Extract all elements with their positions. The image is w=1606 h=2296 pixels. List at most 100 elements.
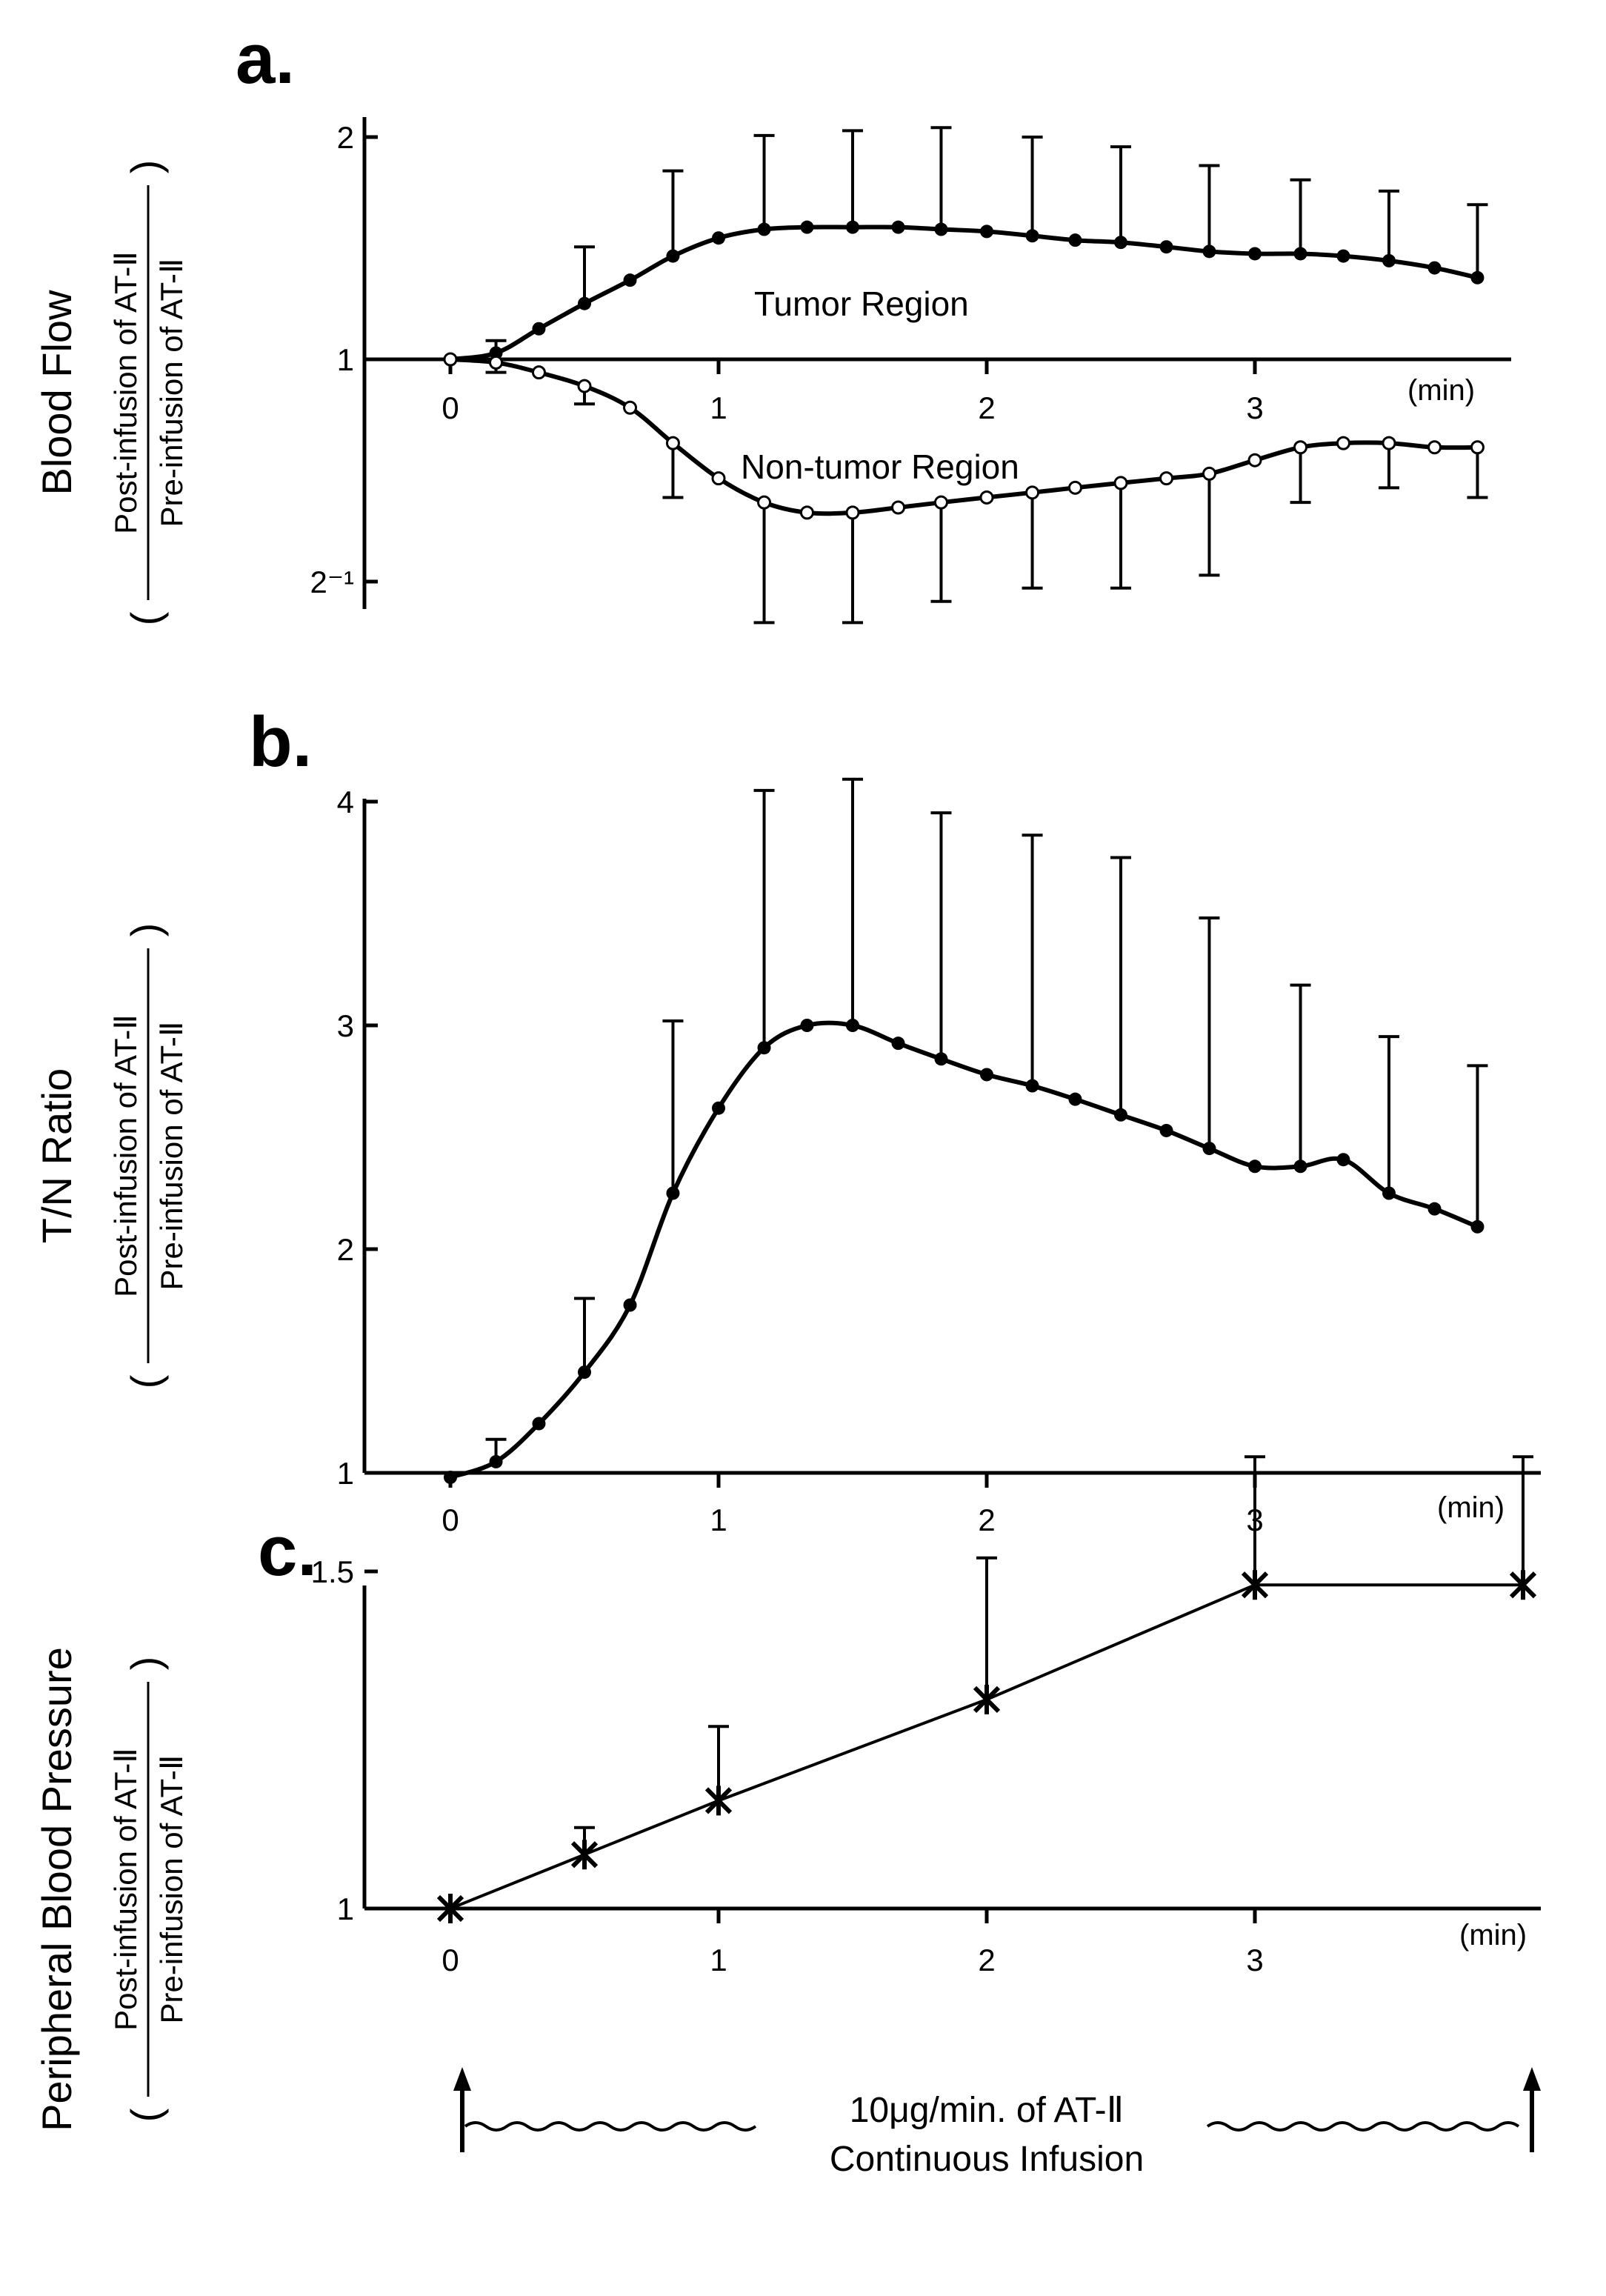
panel-a-series-tumor-region-point [489, 346, 503, 360]
panel-b-series-t-n-ratio-point [1382, 1186, 1396, 1200]
panel-a-ylabel-denominator: Pre-infusion of AT-Ⅱ [154, 258, 189, 527]
panel-b-series-t-n-ratio-point [444, 1471, 457, 1485]
panel-b-series-t-n-ratio-point [1427, 1202, 1442, 1216]
panel-b-series-t-n-ratio-point [1159, 1123, 1173, 1137]
panel-a-series-non-tumor-region-point [1382, 436, 1396, 450]
panel-c-series-peripheral-blood-pressure-line [450, 1583, 1523, 1910]
panel-b-series-t-n-ratio-point [489, 1454, 503, 1468]
panel-a-series-non-tumor-region-point [531, 365, 546, 380]
panel-b-series-t-n-ratio-line [450, 1020, 1479, 1480]
panel-a-series-non-tumor-region-point [1113, 476, 1128, 490]
infusion-bracket [453, 2067, 1541, 2152]
panel-c-ylabel-denominator: Pre-infusion of AT-Ⅱ [154, 1754, 189, 2023]
panel-letter-c: c. [258, 1511, 317, 1591]
panel-b-ylabel-denominator: Pre-infusion of AT-Ⅱ [154, 1021, 189, 1290]
panel-c-ylabel: Peripheral Blood Pressure [33, 1647, 80, 2132]
panel-a-series-tumor-region-point [891, 220, 905, 234]
panel-b-series-t-n-ratio-point [712, 1101, 725, 1115]
panel-b-ytick-label: 2 [337, 1232, 354, 1267]
panel-a-series-tumor-region-point [1248, 247, 1262, 261]
panel-a-series-tumor-region-point [578, 296, 591, 310]
panel-b-ylabel-numerator: Post-infusion of AT-Ⅱ [108, 1014, 143, 1297]
panel-a-series-tumor-region-point [980, 224, 993, 239]
panel-a-xtick-label: 1 [710, 390, 727, 425]
panel-b-xtick-label: 1 [710, 1503, 727, 1537]
panel-b-ytick-label: 3 [337, 1008, 354, 1043]
panel-a-series-tumor-region-point [1202, 244, 1216, 259]
panel-b-series-t-n-ratio-point [846, 1019, 859, 1032]
panel-c-ylabel-paren-open: ( [122, 2108, 169, 2122]
panel-a-series-tumor-region-point [1293, 247, 1307, 261]
panel-a-series-non-tumor-region-point [1159, 471, 1174, 486]
panel-a-xtick-label: 2 [978, 390, 995, 425]
panel-c-ylabel-numerator: Post-infusion of AT-Ⅱ [108, 1748, 143, 2031]
panel-a-series-non-tumor-region-point [979, 490, 994, 505]
panel-b-ylabel-paren-open: ( [122, 1374, 169, 1388]
panel-a-ytick-label: 1 [337, 342, 354, 377]
panel-b-ytick-label: 1 [337, 1456, 354, 1491]
nontumor-region-label: Non-tumor Region [741, 447, 1019, 486]
panel-b-series-t-n-ratio-point [1248, 1159, 1262, 1174]
panel-a-series-tumor-region-point [1159, 240, 1173, 254]
panel-a-series-non-tumor-region-point [1247, 453, 1262, 467]
panel-a-series-tumor-region-point [1336, 249, 1350, 263]
infusion-wavy-right [1206, 2121, 1520, 2132]
panel-a-ylabel-group: Blood Flow ( Post-infusion of AT-Ⅱ Pre-i… [33, 160, 189, 626]
infusion-arrow-start-head [453, 2067, 471, 2091]
panel-c-ylabel-group: Peripheral Blood Pressure ( Post-infusio… [33, 1647, 189, 2132]
panel-a-ylabel-paren-close: ) [122, 160, 169, 174]
panel-b-series-t-n-ratio-point [934, 1052, 948, 1066]
panel-a-series-non-tumor-region-point [757, 495, 772, 510]
panel-a-series-non-tumor-region-point [489, 355, 504, 370]
panel-a-ytick-label: 2 [337, 120, 354, 155]
panel-c-xunit: (min) [1459, 1919, 1527, 1951]
panel-a-series-non-tumor-region-point [711, 471, 726, 486]
panel-a-series-non-tumor-region-point [799, 505, 814, 520]
panel-b-series-t-n-ratio-point [800, 1019, 814, 1032]
panel-a-series-non-tumor-region-point [1293, 440, 1308, 455]
panel-b-xunit: (min) [1437, 1491, 1505, 1524]
panel-a-chart: 2⁻¹ 1 2 0 1 2 3 (min) [310, 117, 1511, 625]
panel-c-series-peripheral-blood-pressure-point [973, 1684, 1001, 1714]
panel-letter-b: b. [249, 702, 312, 782]
panel-a-xtick-label: 3 [1246, 390, 1263, 425]
panel-b-series-t-n-ratio-point [666, 1186, 680, 1200]
panel-b-ylabel: T/N Ratio [33, 1068, 80, 1244]
panel-a-series-tumor-region-point [1427, 261, 1442, 275]
panel-a-series-tumor-region-point [1025, 229, 1039, 243]
infusion-wavy-left [464, 2121, 757, 2132]
panel-b-series-t-n-ratio-point [1114, 1108, 1127, 1122]
panel-c-series-peripheral-blood-pressure-point [1241, 1570, 1269, 1600]
panel-b-series-t-n-ratio-point [980, 1068, 993, 1082]
panel-b-ytick-label: 4 [337, 785, 354, 819]
panel-a-series-tumor-region-point [712, 231, 725, 245]
panel-a-series-non-tumor-region-point [665, 436, 680, 450]
panel-b-xtick-label: 0 [442, 1503, 459, 1537]
panel-a-series-non-tumor-region-line [450, 357, 1478, 516]
panel-c-ylabel-paren-close: ) [122, 1657, 169, 1671]
panel-b-series-t-n-ratio-point [1293, 1159, 1307, 1174]
panel-a-series-non-tumor-region-point [1336, 436, 1350, 450]
tumor-region-label: Tumor Region [754, 284, 969, 323]
panel-c-series-peripheral-blood-pressure-point [570, 1840, 599, 1870]
panel-b-series-t-n-ratio-point [578, 1365, 591, 1380]
panel-a-ylabel-numerator: Post-infusion of AT-Ⅱ [108, 251, 143, 534]
panel-a-series-non-tumor-region-point [577, 379, 592, 393]
panel-a-series-non-tumor-region-point [1427, 440, 1442, 455]
panel-b-series-t-n-ratio-point [891, 1036, 905, 1051]
panel-c-ytick-label: 1.5 [311, 1554, 354, 1589]
panel-a-series-non-tumor-region-point [1025, 485, 1040, 500]
panel-c-xtick-label: 1 [710, 1943, 727, 1977]
panel-c-series-peripheral-blood-pressure-point [1509, 1570, 1537, 1600]
panel-a-series-non-tumor-region-point [1470, 440, 1485, 455]
panel-b-ylabel-paren-close: ) [122, 923, 169, 937]
panel-b-series-t-n-ratio-point [623, 1298, 637, 1312]
infusion-line2: Continuous Infusion [830, 2140, 1144, 2179]
panel-a-series-non-tumor-region-point [845, 505, 860, 520]
panel-a-series-tumor-region-point [1114, 236, 1127, 250]
panel-a-ylabel-paren-open: ( [122, 611, 169, 625]
panel-b-series-t-n-ratio-point [1025, 1079, 1039, 1093]
panel-a-ytick-label: 2⁻¹ [310, 565, 354, 599]
